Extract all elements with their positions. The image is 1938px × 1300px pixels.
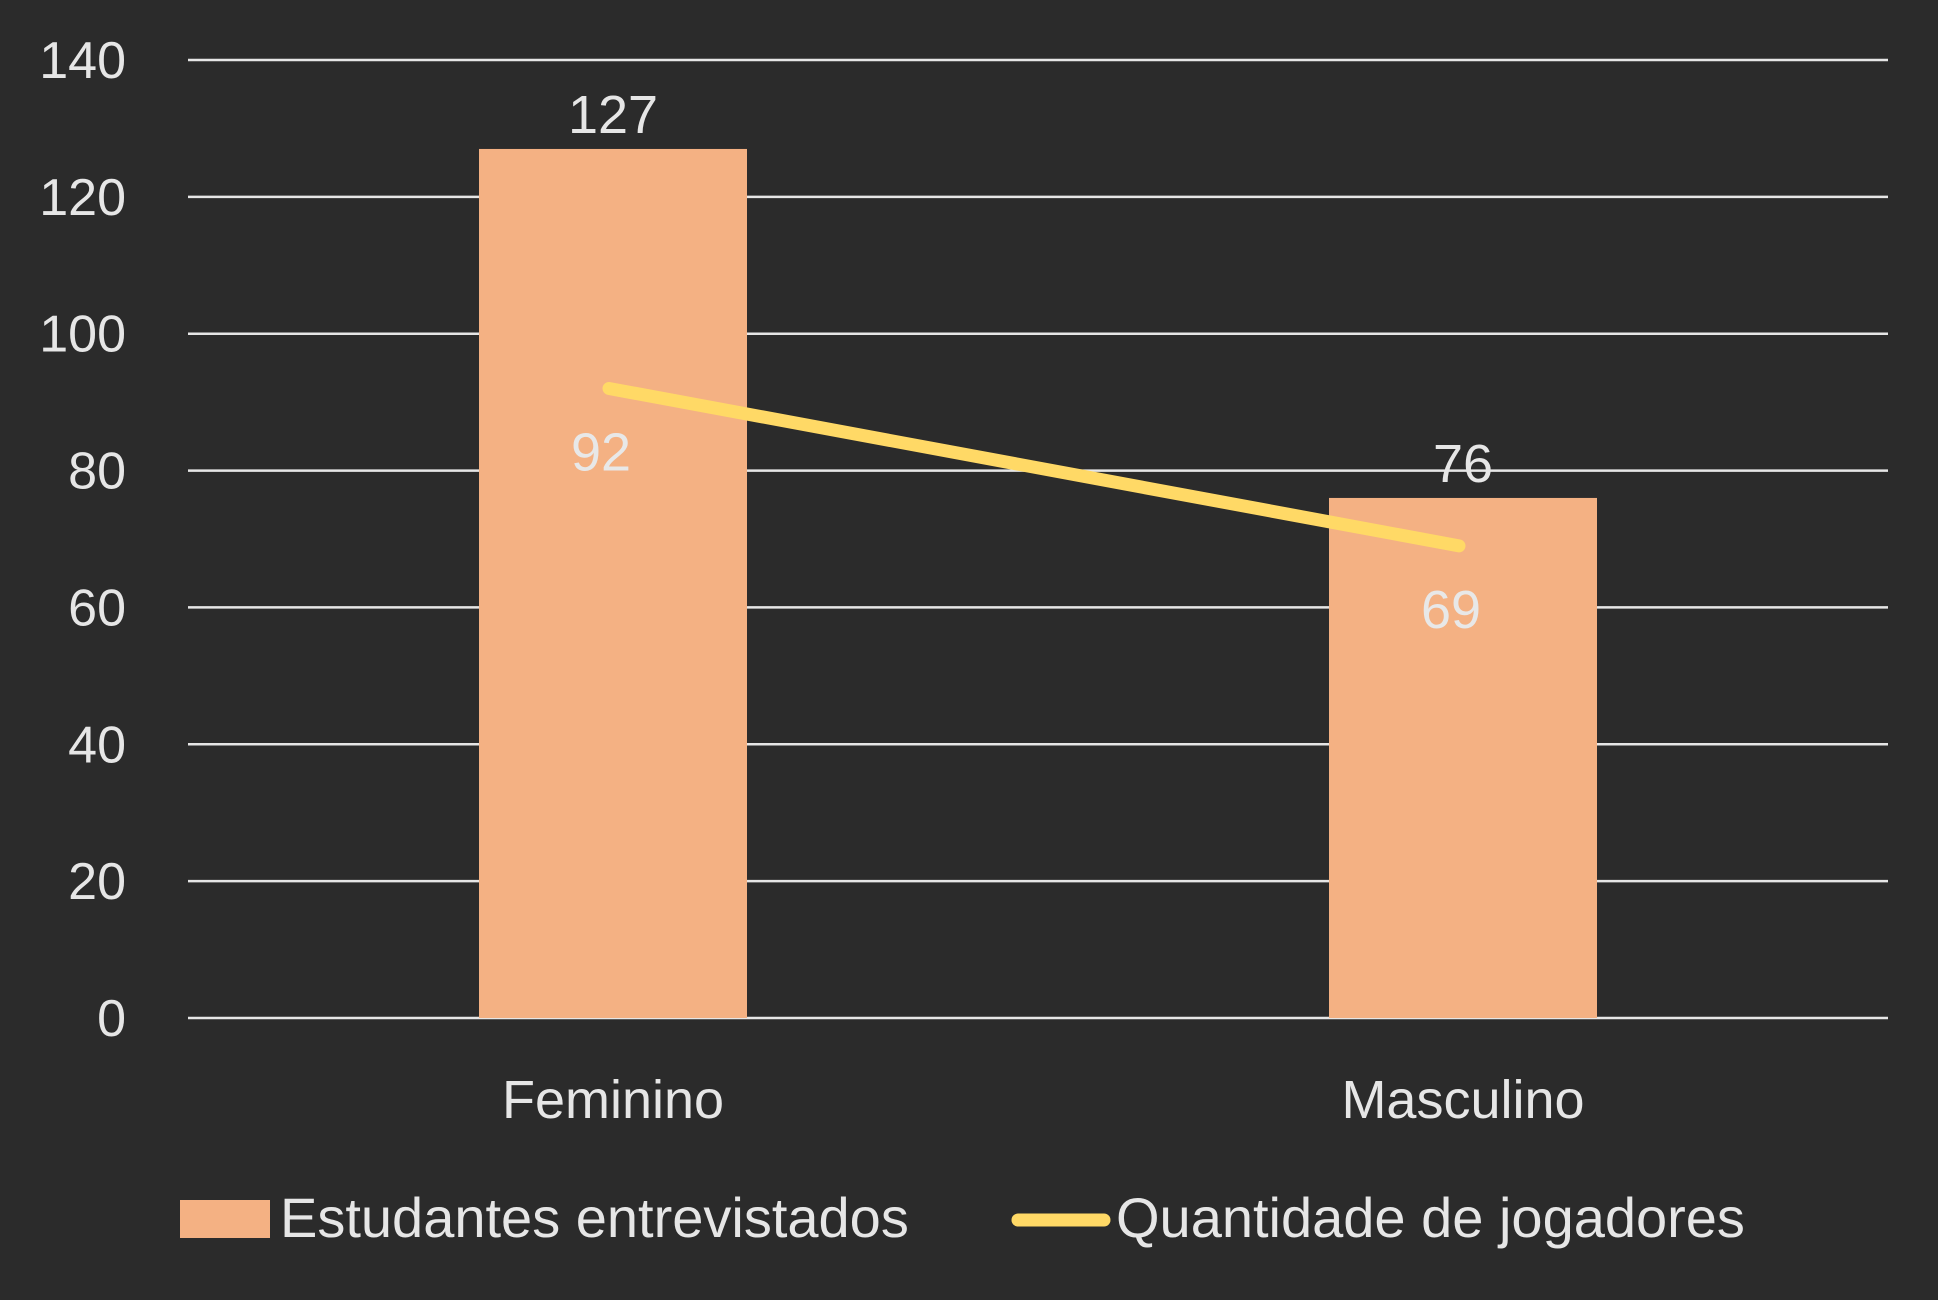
bar-feminino	[479, 148, 747, 1018]
bar-data-label: 127	[568, 85, 658, 145]
x-category-label: Masculino	[1341, 1070, 1584, 1130]
y-tick-label: 140	[39, 32, 126, 90]
x-axis-category-labels: Feminino Masculino	[502, 1070, 1585, 1130]
y-tick-label: 60	[68, 579, 126, 637]
y-tick-label: 80	[68, 443, 126, 501]
line-data-label: 69	[1421, 580, 1481, 640]
y-tick-label: 40	[68, 716, 126, 774]
y-tick-label: 20	[68, 853, 126, 911]
bar-data-label: 76	[1433, 434, 1493, 494]
bar-masculino	[1329, 497, 1597, 1018]
x-category-label: Feminino	[502, 1070, 724, 1130]
legend-label-bar: Estudantes entrevistados	[280, 1186, 909, 1249]
legend-label-line: Quantidade de jogadores	[1116, 1186, 1745, 1249]
line-series	[602, 381, 1466, 553]
data-labels: 127 76 92 69	[568, 85, 1493, 640]
line-data-label: 92	[571, 422, 631, 482]
y-tick-label: 100	[39, 306, 126, 364]
bar-series	[479, 148, 1597, 1018]
legend: Estudantes entrevistados Quantidade de jo…	[180, 1186, 1745, 1249]
y-tick-label: 120	[39, 169, 126, 227]
y-axis-tick-labels: 0 20 40 60 80 100 120 140	[39, 32, 126, 1048]
legend-swatch-bar	[180, 1200, 270, 1238]
y-tick-label: 0	[97, 990, 126, 1048]
line-quantidade-de-jogadores	[602, 381, 1466, 553]
